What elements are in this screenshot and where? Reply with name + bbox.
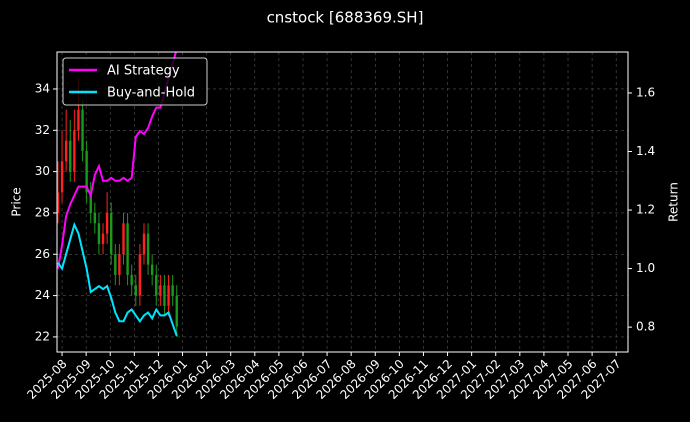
candle-body xyxy=(159,285,162,296)
candle-body xyxy=(175,295,178,327)
candle-body xyxy=(93,212,97,224)
y-axis-label: Price xyxy=(10,187,24,216)
legend: AI Strategy Buy-and-Hold xyxy=(62,57,208,106)
y2-tick-label: 0.8 xyxy=(636,320,655,334)
plot-area xyxy=(57,52,178,337)
candle-body xyxy=(146,233,150,265)
y2-tick-label: 1.4 xyxy=(636,144,655,158)
y-tick-label: 22 xyxy=(35,329,50,343)
candle-body xyxy=(118,254,121,275)
candle-body xyxy=(163,285,166,306)
y2-tick-label: 1.6 xyxy=(636,85,655,99)
candle-body xyxy=(114,254,117,275)
y-tick-label: 34 xyxy=(35,81,50,95)
legend-label: Buy-and-Hold xyxy=(107,86,195,101)
y-tick-label: 26 xyxy=(35,247,50,261)
y-tick-label: 30 xyxy=(35,164,50,178)
candle-body xyxy=(69,140,72,172)
candle-body xyxy=(134,285,137,296)
candle-body xyxy=(64,140,68,162)
candle-body xyxy=(126,223,129,275)
candle-body xyxy=(110,212,113,255)
y2-axis-label: Return xyxy=(667,182,681,222)
candle-body xyxy=(171,285,174,296)
y-tick-label: 32 xyxy=(35,123,50,137)
candle-body xyxy=(89,192,92,213)
return-line xyxy=(57,52,177,269)
candle-body xyxy=(81,109,84,151)
candle-body xyxy=(101,233,105,244)
candle-body xyxy=(150,264,154,275)
candle-body xyxy=(155,274,158,296)
y2-tick-label: 1.0 xyxy=(636,261,655,275)
candle-body xyxy=(60,161,64,193)
candle-body xyxy=(57,192,60,213)
y2-tick-label: 1.2 xyxy=(636,203,655,217)
chart-title: cnstock [688369.SH] xyxy=(267,9,424,27)
legend-label: AI Strategy xyxy=(107,64,180,79)
candle-body xyxy=(97,223,101,244)
candle-body xyxy=(77,109,80,131)
y-tick-label: 24 xyxy=(35,288,50,302)
legend-frame xyxy=(62,57,208,106)
candle-body xyxy=(105,212,109,234)
candle-body xyxy=(73,130,76,172)
candle-body xyxy=(167,285,170,306)
y-tick-label: 28 xyxy=(35,205,50,219)
return-line xyxy=(57,221,178,337)
candle-body xyxy=(85,150,88,193)
candle-body xyxy=(138,254,142,296)
candle-body xyxy=(142,233,146,255)
candle-body xyxy=(122,223,125,255)
plot-frame xyxy=(56,51,629,353)
candle-body xyxy=(130,274,133,286)
